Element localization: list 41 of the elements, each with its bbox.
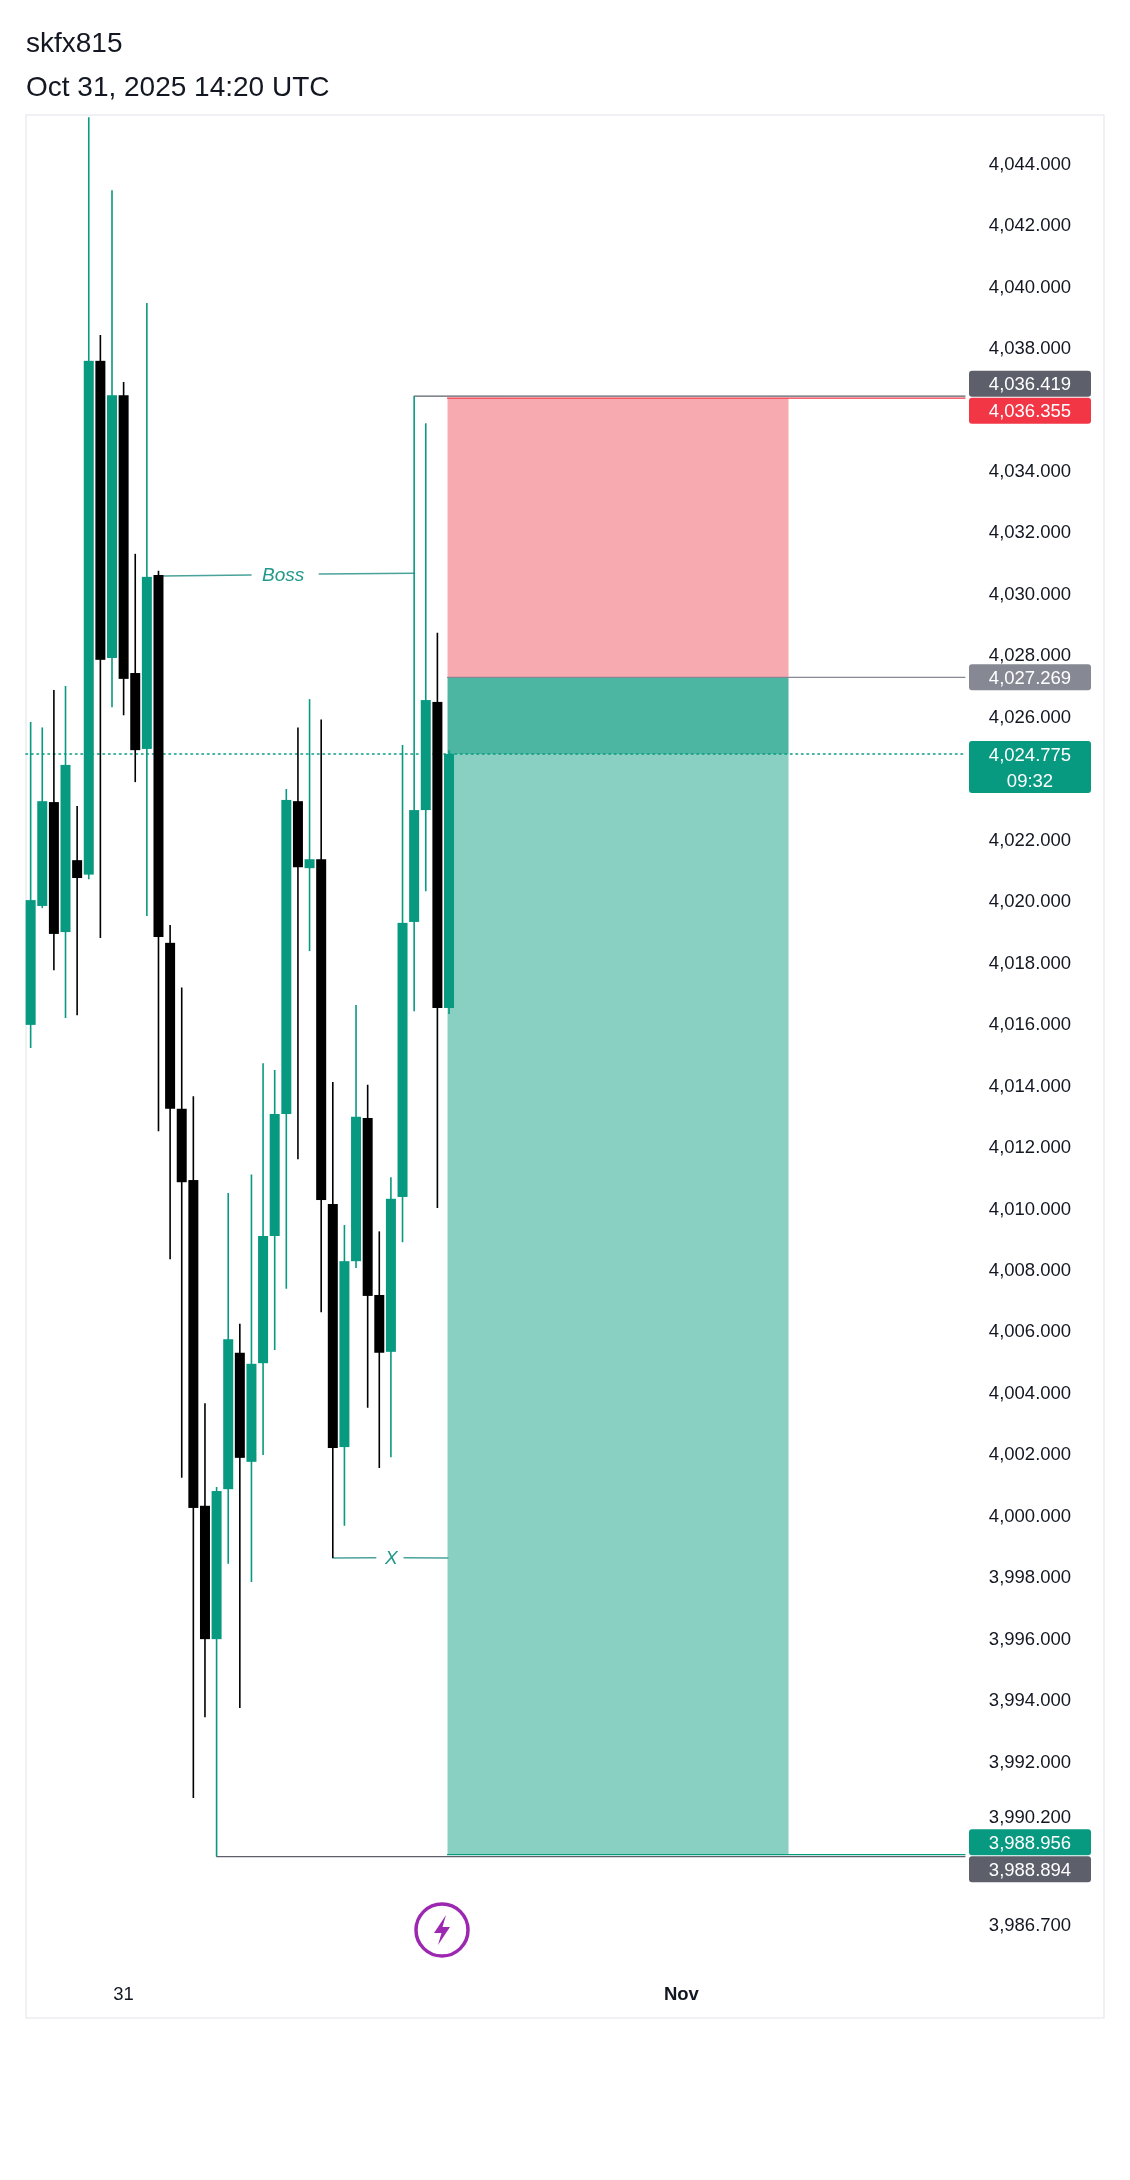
y-tick-label: 4,032.000 — [988, 521, 1072, 543]
y-tick-label: 4,038.000 — [988, 337, 1072, 359]
y-tick-label: 4,034.000 — [988, 460, 1072, 482]
y-tick-label: 4,016.000 — [988, 1013, 1072, 1035]
ref-line-label: 4,024.775 — [988, 743, 1072, 765]
ref-line-label: 3,988.894 — [988, 1858, 1072, 1880]
text: 09:32 — [1006, 769, 1054, 791]
y-tick-label: 4,026.000 — [988, 705, 1072, 727]
y-tick-label: 3,992.000 — [988, 1750, 1072, 1772]
y-tick-label: 4,010.000 — [988, 1197, 1072, 1219]
ref-line-label: 4,036.419 — [988, 373, 1072, 395]
chart-title: skfx815 — [26, 27, 123, 58]
y-tick-label: 3,990.200 — [988, 1805, 1072, 1827]
y-tick-label: 4,006.000 — [988, 1320, 1072, 1342]
x-tick-label: Nov — [663, 1982, 700, 2004]
y-tick-label: 4,012.000 — [988, 1136, 1072, 1158]
annotation: Boss — [262, 564, 305, 586]
y-tick-label: 4,044.000 — [988, 152, 1072, 174]
y-tick-label: 4,000.000 — [988, 1504, 1072, 1526]
y-tick-label: 4,018.000 — [988, 951, 1072, 973]
y-tick-label: 4,030.000 — [988, 582, 1072, 604]
y-tick-label: 4,028.000 — [988, 644, 1072, 666]
y-tick-label: 3,994.000 — [988, 1689, 1072, 1711]
candlestick — [72, 805, 83, 1017]
y-tick-label: 4,022.000 — [988, 828, 1072, 850]
y-tick-label: 4,014.000 — [988, 1074, 1072, 1096]
ref-line-label: 4,036.355 — [988, 400, 1072, 422]
y-tick-label: 4,020.000 — [988, 890, 1072, 912]
y-tick-label: 4,004.000 — [988, 1381, 1072, 1403]
y-tick-label: 4,040.000 — [988, 275, 1072, 297]
ref-line-label: 3,988.956 — [988, 1831, 1072, 1853]
y-tick-label: 3,986.700 — [988, 1913, 1072, 1935]
ref-line-label: 4,027.269 — [988, 666, 1072, 688]
chart-subtitle: Oct 31, 2025 14:20 UTC — [26, 71, 330, 102]
y-tick-label: 4,002.000 — [988, 1443, 1072, 1465]
y-tick-label: 3,996.000 — [988, 1627, 1072, 1649]
y-tick-label: 4,042.000 — [988, 214, 1072, 236]
x-tick-label: 31 — [113, 1982, 134, 2004]
y-tick-label: 3,998.000 — [988, 1566, 1072, 1588]
annotation: X — [383, 1547, 399, 1569]
y-tick-label: 4,008.000 — [988, 1258, 1072, 1280]
